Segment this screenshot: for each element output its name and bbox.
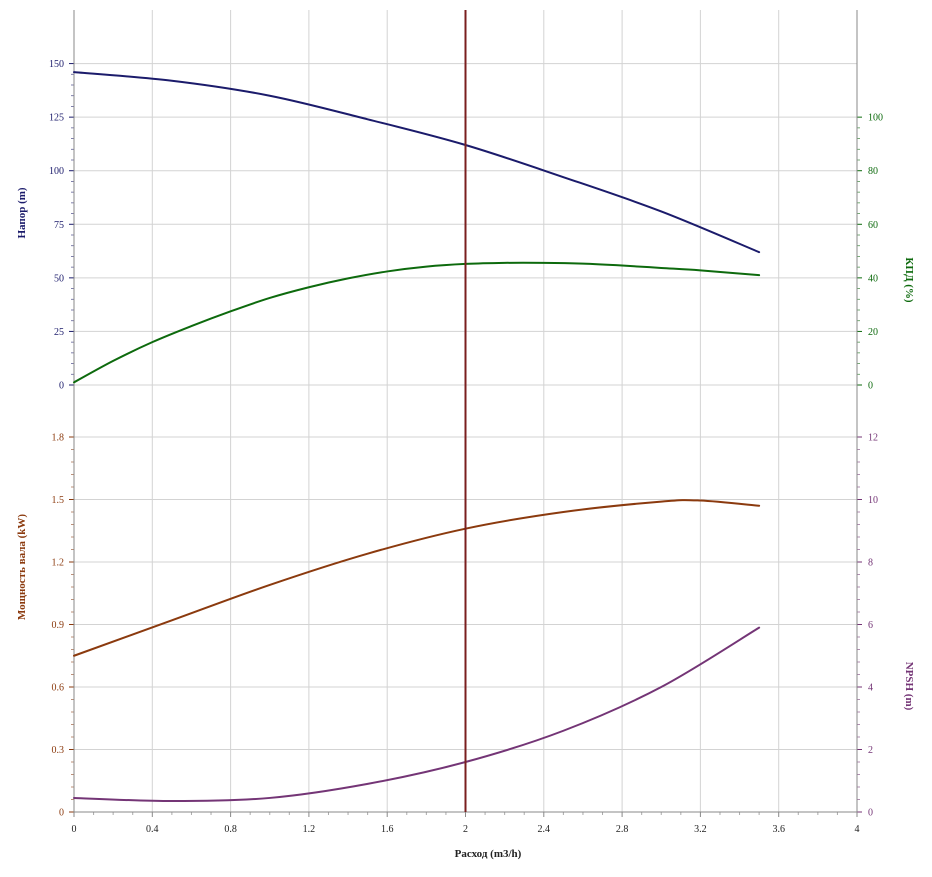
npsh-curve (73, 626, 761, 803)
flow-axis-title: Расход (m3/h) (455, 848, 522, 860)
x-tick-label: 4 (855, 824, 860, 835)
x-tick-label: 0 (72, 824, 77, 835)
y-tick-label: 20 (868, 327, 878, 338)
y-tick-label: 60 (868, 220, 878, 231)
y-tick-label: 125 (49, 113, 64, 124)
y-tick-label: 150 (49, 59, 64, 70)
y-tick-label: 2 (868, 745, 873, 756)
y-tick-label: 0 (868, 381, 873, 392)
x-tick-label: 1.2 (303, 824, 316, 835)
npsh-axis-title: NPSH (m) (903, 662, 915, 711)
y-tick-label: 25 (54, 327, 64, 338)
y-tick-label: 0.3 (52, 745, 65, 756)
power-curve (73, 499, 761, 657)
y-tick-label: 100 (868, 113, 883, 124)
npsh-axis: 0 2 4 6 8 10 12 (857, 433, 878, 819)
y-tick-label: 8 (868, 558, 873, 569)
y-tick-label: 100 (49, 166, 64, 177)
head-axis-title: Напор (m) (16, 187, 28, 238)
x-tick-label: 2.4 (538, 824, 551, 835)
y-tick-label: 0 (868, 808, 873, 819)
y-tick-label: 40 (868, 273, 878, 284)
x-tick-label: 3.6 (772, 824, 785, 835)
y-tick-label: 0.9 (52, 620, 65, 631)
head-curve (73, 71, 761, 254)
y-tick-label: 1.2 (52, 558, 65, 569)
power-axis-title: Мощность вала (kW) (16, 514, 28, 620)
efficiency-axis-title: КПД (%) (903, 257, 915, 303)
efficiency-axis: 0 20 40 60 80 100 (857, 113, 883, 392)
efficiency-curve (73, 261, 761, 384)
head-axis: 0 25 50 75 100 125 150 (49, 59, 74, 392)
power-axis: 0 0.3 0.6 0.9 1.2 1.5 1.8 (52, 433, 74, 819)
y-tick-label: 10 (868, 495, 878, 506)
x-tick-label: 3.2 (694, 824, 707, 835)
x-tick-label: 0.8 (224, 824, 237, 835)
y-tick-label: 1.5 (52, 495, 65, 506)
series (73, 71, 761, 803)
y-tick-label: 75 (54, 220, 64, 231)
y-tick-label: 0 (59, 808, 64, 819)
y-tick-label: 4 (868, 683, 873, 694)
y-tick-label: 80 (868, 166, 878, 177)
x-tick-label: 1.6 (381, 824, 394, 835)
y-tick-label: 6 (868, 620, 873, 631)
x-tick-label: 2.8 (616, 824, 629, 835)
x-tick-label: 2 (463, 824, 468, 835)
x-tick-label: 0.4 (146, 824, 159, 835)
y-tick-label: 0.6 (52, 683, 65, 694)
y-tick-label: 1.8 (52, 433, 65, 444)
y-tick-label: 0 (59, 381, 64, 392)
y-tick-label: 12 (868, 433, 878, 444)
y-tick-label: 50 (54, 273, 64, 284)
